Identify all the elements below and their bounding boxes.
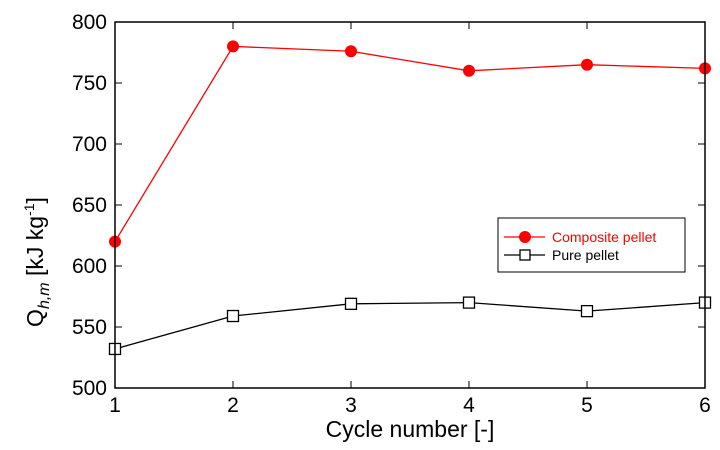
y-tick-label: 750 <box>72 72 107 95</box>
x-tick-label: 2 <box>227 394 239 417</box>
data-point-composite <box>345 45 357 58</box>
legend-label-composite: Composite pellet <box>552 229 656 245</box>
data-point-composite <box>581 58 593 71</box>
x-tick-label: 3 <box>345 394 357 417</box>
data-point-composite <box>463 64 475 77</box>
y-tick-label: 650 <box>72 194 107 217</box>
plot-frame <box>114 21 706 389</box>
y-axis-title: Qh,m [kJ kg-1] <box>21 197 53 327</box>
legend-marker-pure <box>519 249 531 261</box>
y-axis-title-unit: [kJ kg <box>22 216 48 282</box>
data-point-pure <box>344 297 358 310</box>
ticks-layer: 500 550 600 650 700 750 800 1 2 3 4 5 6 <box>72 11 711 417</box>
y-tick-label: 550 <box>72 316 107 339</box>
y-axis-title-subscript: h,m <box>36 282 53 309</box>
legend-label-pure: Pure pellet <box>552 247 619 263</box>
x-tick-label: 5 <box>581 394 593 417</box>
data-point-pure <box>462 296 476 309</box>
y-tick-label: 800 <box>72 11 107 34</box>
data-point-composite <box>227 40 239 53</box>
data-point-pure <box>580 304 594 318</box>
y-axis-title-main: Q <box>22 309 48 327</box>
y-tick-label: 700 <box>72 133 107 156</box>
x-tick-label: 1 <box>109 394 121 417</box>
y-tick-label: 600 <box>72 255 107 278</box>
x-axis-title: Cycle number [-] <box>326 416 495 442</box>
series-layer <box>108 40 712 356</box>
y-axis-title-suffix: ] <box>22 197 48 203</box>
x-tick-label: 4 <box>463 394 475 417</box>
y-axis-title-superscript: -1 <box>21 203 37 216</box>
svg-text:Qh,m [kJ kg-1]: Qh,m [kJ kg-1] <box>21 197 53 327</box>
series-line-composite <box>114 45 706 242</box>
y-tick-label: 500 <box>72 377 107 400</box>
x-tick-label: 6 <box>699 394 711 417</box>
series-line-pure <box>114 301 706 350</box>
legend-marker-composite <box>519 231 531 243</box>
legend: Composite pellet Pure pellet <box>497 217 686 273</box>
legend-box <box>497 217 686 273</box>
data-point-pure <box>226 309 240 323</box>
